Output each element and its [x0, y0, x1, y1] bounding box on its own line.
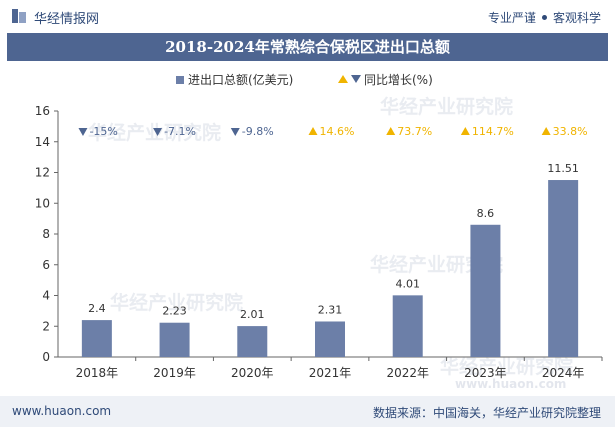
- bar: [81, 320, 112, 357]
- down-triangle-icon: [153, 128, 163, 136]
- watermark-text-3: 华经产业研究院: [110, 292, 244, 314]
- y-tick-label: 16: [35, 104, 50, 118]
- watermark-url: www.huaon.com: [455, 377, 567, 391]
- bar: [392, 295, 423, 357]
- bar: [470, 224, 501, 357]
- x-tick-label: 2021年: [309, 366, 352, 380]
- watermark-text-4: 华经产业研究院: [370, 254, 504, 276]
- growth-label: -9.8%: [242, 125, 274, 138]
- y-tick-label: 0: [42, 350, 50, 364]
- y-tick-label: 4: [42, 289, 50, 303]
- tagline-dot-icon: [541, 15, 547, 20]
- y-tick-label: 14: [35, 135, 50, 149]
- growth-label: 14.6%: [320, 125, 355, 138]
- tagline-left: 专业严谨: [487, 11, 536, 25]
- growth-label: 114.7%: [472, 125, 514, 138]
- bar: [315, 321, 345, 357]
- growth-label: -15%: [89, 125, 117, 138]
- chart-title: 2018-2024年常熟综合保税区进出口总额: [7, 33, 608, 61]
- data-label: 8.6: [477, 207, 495, 220]
- legend-up-triangle-icon: [338, 75, 348, 83]
- x-tick-label: 2024年: [542, 366, 585, 380]
- up-triangle-icon: [308, 127, 318, 135]
- legend-series-label: 进出口总额(亿美元): [188, 72, 293, 87]
- x-tick-label: 2022年: [386, 366, 429, 380]
- brand-name: 华经情报网: [34, 12, 100, 27]
- watermark-text-1: 华经产业研究院: [88, 122, 222, 144]
- bar: [548, 180, 579, 357]
- brand-logo-icon: [12, 9, 26, 23]
- tagline: 专业严谨 客观科学: [488, 9, 601, 26]
- legend-bar-swatch-icon: [176, 76, 184, 84]
- y-tick-label: 2: [42, 319, 50, 333]
- bar: [237, 326, 268, 357]
- growth-label: -7.1%: [164, 125, 196, 138]
- data-label: 2.31: [318, 303, 343, 316]
- x-tick-label: 2019年: [153, 366, 196, 380]
- footer-url: www.huaon.com: [12, 404, 112, 418]
- bars: 2.4 2.23 2.01 2.31 4.01 8.6 11.51: [81, 162, 579, 357]
- data-label: 11.51: [547, 162, 579, 175]
- y-tick-label: 10: [35, 196, 50, 210]
- growth-label: 33.8%: [553, 125, 588, 138]
- up-triangle-icon: [541, 127, 551, 135]
- top-bar: 华经情报网 专业严谨 客观科学: [0, 0, 615, 30]
- y-tick-label: 8: [42, 227, 50, 241]
- legend-down-triangle-icon: [351, 75, 361, 83]
- legend: 进出口总额(亿美元) 同比增长(%): [176, 72, 433, 87]
- up-triangle-icon: [460, 127, 470, 135]
- y-tick-label: 6: [42, 258, 50, 272]
- bar: [159, 322, 190, 357]
- data-label: 2.4: [88, 302, 106, 315]
- legend-growth-label: 同比增长(%): [364, 73, 433, 87]
- footer: www.huaon.com 数据来源：中国海关，华经产业研究院整理: [0, 396, 615, 427]
- chart-area: 进出口总额(亿美元) 同比增长(%) 0 2 4 6 8 10 12 14 16 2018年 2019…: [35, 72, 603, 380]
- tagline-right: 客观科学: [552, 11, 601, 25]
- growth-annotations: -15% -7.1% -9.8% 14.6% 73.7% 114.7% 33.8%: [78, 125, 588, 138]
- growth-label: 73.7%: [397, 125, 432, 138]
- x-tick-label: 2018年: [76, 366, 119, 380]
- data-label: 2.23: [162, 305, 187, 318]
- axes: 0 2 4 6 8 10 12 14 16 2018年 2019年 2020年 2021年 2022年 20…: [35, 104, 603, 380]
- footer-source: 数据来源：中国海关，华经产业研究院整理: [372, 406, 601, 420]
- down-triangle-icon: [230, 128, 240, 136]
- watermark-text-2: 华经产业研究院: [380, 96, 514, 118]
- up-triangle-icon: [386, 127, 396, 135]
- down-triangle-icon: [78, 128, 88, 136]
- x-tick-label: 2020年: [231, 366, 274, 380]
- data-label: 4.01: [395, 277, 420, 290]
- watermark-text-5: 华经产业研究院: [440, 356, 574, 378]
- data-label: 2.01: [240, 308, 265, 321]
- x-tick-label: 2023年: [464, 366, 507, 380]
- y-tick-label: 12: [35, 166, 50, 180]
